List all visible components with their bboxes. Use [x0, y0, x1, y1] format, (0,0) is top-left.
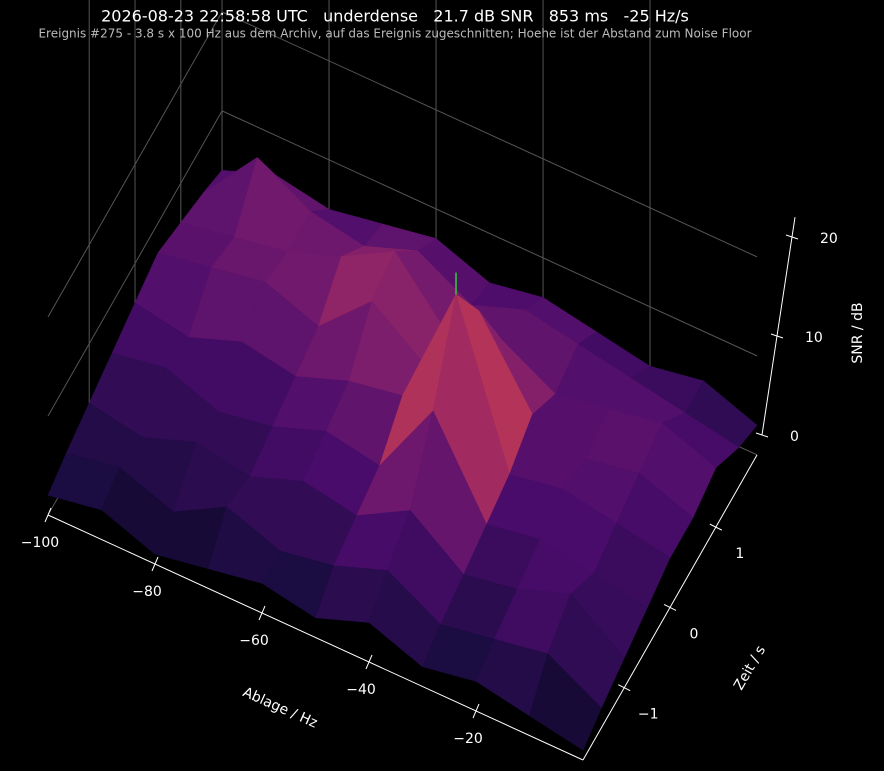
x-axis	[47, 514, 584, 761]
x-tick	[472, 703, 480, 719]
chart-subtitle: Ereignis #275 - 3.8 s x 100 Hz aus dem A…	[38, 27, 751, 41]
x-tick-label: −80	[132, 584, 162, 600]
surface-patch	[529, 653, 602, 751]
grid-line	[47, 110, 223, 417]
x-tick	[365, 654, 373, 670]
z-axis-label: SNR / dB	[850, 302, 866, 363]
z-tick	[785, 234, 799, 240]
grid-line	[47, 11, 223, 318]
z-axis	[761, 217, 796, 436]
x-tick-label: −20	[453, 731, 483, 747]
z-tick	[755, 432, 769, 438]
x-tick	[258, 605, 266, 621]
y-tick	[709, 523, 723, 531]
y-tick	[663, 603, 677, 611]
x-tick	[44, 507, 52, 523]
x-tick-label: −60	[239, 633, 269, 649]
y-tick-label: 1	[735, 546, 744, 562]
x-tick	[151, 556, 159, 572]
chart-title: 2026-08-23 22:58:58 UTC underdense 21.7 …	[101, 7, 689, 26]
y-tick-label: 0	[690, 626, 699, 642]
y-tick-label: −1	[638, 707, 659, 723]
surface	[47, 157, 758, 751]
z-tick-label: 0	[790, 429, 799, 445]
z-tick-label: 20	[820, 231, 838, 247]
grid-line	[221, 110, 758, 357]
y-tick	[617, 684, 631, 692]
x-tick-label: −100	[21, 535, 59, 551]
z-tick	[770, 333, 784, 339]
z-tick-label: 10	[805, 330, 823, 346]
grid-line	[221, 11, 758, 258]
x-tick-label: −40	[346, 682, 376, 698]
